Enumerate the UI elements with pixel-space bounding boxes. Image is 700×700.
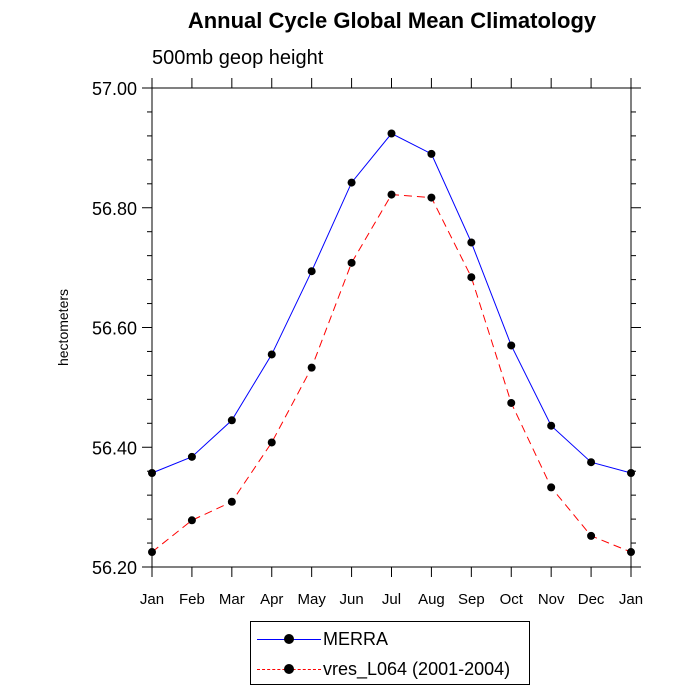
plot-frame — [151, 87, 632, 568]
legend-marker-vres — [284, 664, 294, 674]
data-point-s0 — [347, 178, 356, 187]
y-tick-label: 56.20 — [92, 558, 137, 578]
y-tick-label: 56.60 — [92, 319, 137, 339]
x-tick-label: Aug — [418, 591, 445, 608]
data-point-s1 — [347, 258, 356, 267]
x-tick-label: Jun — [339, 591, 363, 608]
data-point-s0 — [427, 149, 436, 158]
x-tick-label: Sep — [458, 591, 485, 608]
x-tick-label: Feb — [179, 591, 205, 608]
data-point-s1 — [507, 398, 516, 407]
y-tick-label: 56.80 — [92, 199, 137, 219]
series-line-1 — [151, 194, 632, 553]
data-point-s0 — [187, 452, 196, 461]
legend-item-merra: MERRA — [251, 625, 529, 655]
data-point-s0 — [627, 468, 635, 477]
x-tick-label: Jan — [619, 591, 643, 608]
y-tick-label: 56.40 — [92, 438, 137, 458]
data-point-s0 — [227, 416, 236, 425]
data-point-s1 — [427, 193, 436, 202]
x-tick-label: Mar — [219, 591, 245, 608]
data-point-s1 — [627, 548, 635, 557]
data-point-s0 — [387, 129, 396, 138]
x-tick-label: Oct — [500, 591, 524, 608]
data-point-s0 — [148, 468, 156, 477]
data-point-s0 — [467, 238, 476, 247]
legend-label-merra: MERRA — [323, 629, 389, 649]
data-point-s0 — [307, 267, 316, 276]
data-point-s1 — [467, 273, 476, 282]
x-tick-label: Dec — [578, 591, 605, 608]
data-point-s1 — [587, 531, 596, 540]
legend-item-vres: vres_L064 (2001-2004) — [251, 655, 529, 685]
data-point-s0 — [547, 421, 556, 430]
data-point-s1 — [547, 483, 556, 492]
x-tick-label: Jan — [140, 591, 164, 608]
x-tick-label: Apr — [260, 591, 283, 608]
data-point-s0 — [267, 350, 276, 359]
data-point-s1 — [307, 363, 316, 372]
chart-title: Annual Cycle Global Mean Climatology — [187, 8, 597, 33]
series-line-0 — [151, 132, 632, 474]
data-point-s1 — [187, 516, 196, 525]
x-tick-label: Jul — [382, 591, 401, 608]
x-tick-label: Nov — [538, 591, 565, 608]
y-tick-label: 57.00 — [92, 79, 137, 99]
data-point-s1 — [267, 438, 276, 447]
data-point-s1 — [387, 190, 396, 199]
data-point-s1 — [227, 497, 236, 506]
x-tick-label: May — [297, 591, 326, 608]
legend-label-vres: vres_L064 (2001-2004) — [323, 659, 511, 679]
chart-legend: MERRA vres_L064 (2001-2004) — [250, 621, 530, 685]
data-point-s1 — [148, 548, 156, 557]
y-axis-label: hectometers — [55, 289, 71, 366]
legend-marker-merra — [284, 634, 294, 644]
data-point-s0 — [587, 458, 596, 467]
chart-subtitle: 500mb geop height — [152, 47, 324, 69]
data-point-s0 — [507, 341, 516, 350]
